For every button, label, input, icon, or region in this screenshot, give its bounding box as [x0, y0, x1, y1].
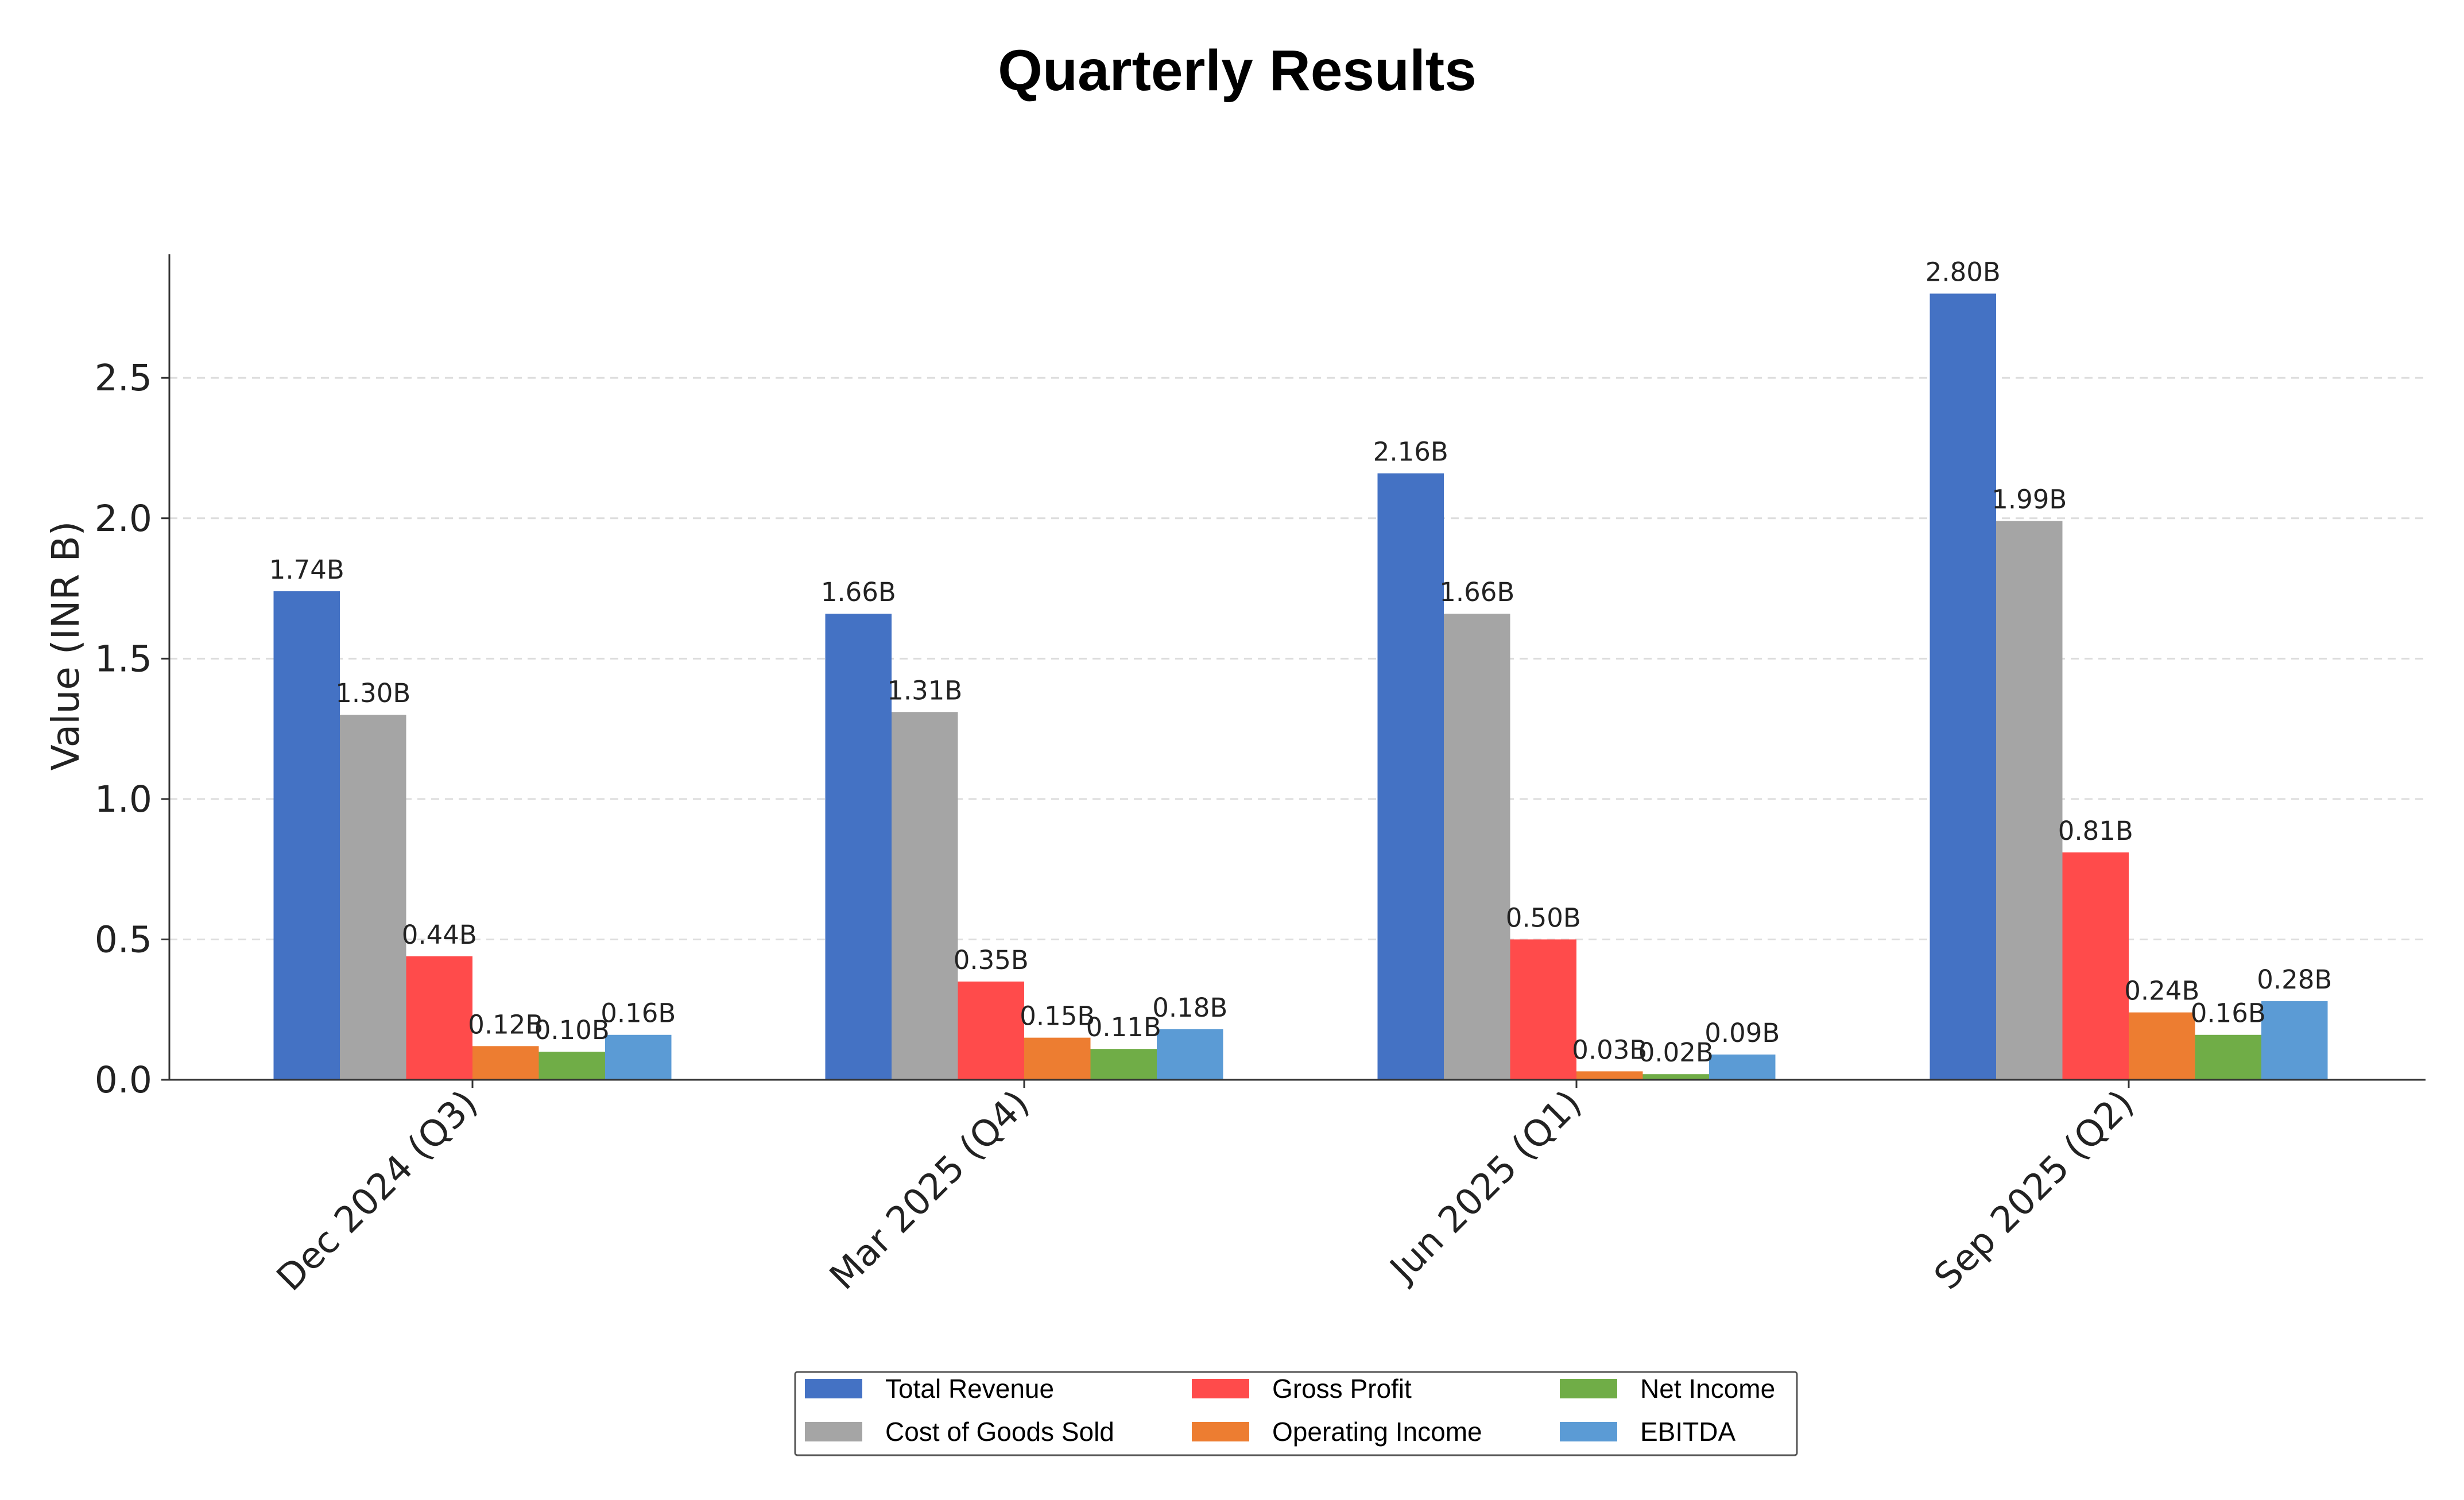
bar — [2195, 1034, 2261, 1080]
data-label: 1.66B — [821, 577, 896, 607]
x-tick-label: Sep 2025 (Q2) — [1926, 1082, 2141, 1297]
bar — [1996, 521, 2063, 1080]
bar — [1090, 1049, 1157, 1080]
bar — [406, 956, 472, 1080]
bar — [1709, 1054, 1776, 1080]
data-label: 0.18B — [1152, 993, 1227, 1023]
bar — [2261, 1001, 2328, 1080]
data-label: 1.99B — [1992, 485, 2067, 515]
y-tick-label: 1.5 — [95, 638, 152, 680]
x-tick-label: Jun 2025 (Q1) — [1381, 1082, 1590, 1291]
bar — [273, 591, 340, 1080]
legend-label: Cost of Goods Sold — [885, 1417, 1114, 1447]
bar — [1157, 1029, 1223, 1080]
data-label: 0.11B — [1086, 1012, 1161, 1042]
data-label: 0.81B — [2058, 816, 2133, 846]
data-label: 0.12B — [468, 1009, 543, 1040]
legend-swatch — [805, 1422, 862, 1441]
x-tick-label: Mar 2025 (Q4) — [822, 1082, 1037, 1298]
data-label: 0.16B — [2191, 998, 2266, 1029]
bar — [605, 1034, 672, 1080]
x-ticks: Dec 2024 (Q3) Mar 2025 (Q4) Jun 2025 (Q1) S… — [269, 1080, 2142, 1299]
data-label: 0.24B — [2124, 976, 2199, 1006]
x-tick-label: Dec 2024 (Q3) — [269, 1082, 486, 1299]
data-label: 0.09B — [1704, 1018, 1780, 1048]
legend-label: Operating Income — [1272, 1417, 1482, 1447]
data-label: 0.02B — [1638, 1037, 1714, 1068]
y-tick-label: 0.5 — [95, 918, 152, 960]
data-label: 0.16B — [600, 998, 676, 1029]
legend-swatch — [1560, 1422, 1617, 1441]
data-label: 0.35B — [954, 945, 1029, 975]
bar — [1444, 614, 1510, 1080]
y-tick-label: 1.0 — [95, 778, 152, 820]
data-label: 0.15B — [1020, 1001, 1095, 1032]
bar — [2062, 852, 2129, 1080]
data-label: 0.10B — [534, 1015, 610, 1045]
bar — [892, 712, 958, 1080]
chart-title: Quarterly Results — [998, 38, 1477, 103]
legend-swatch — [1560, 1379, 1617, 1398]
legend-swatch — [1192, 1379, 1249, 1398]
legend: Total Revenue Cost of Goods Sold Gross Pro… — [794, 1371, 1798, 1456]
data-label: 2.80B — [1926, 257, 2001, 287]
y-tick-label: 2.0 — [95, 498, 152, 540]
bar — [1930, 293, 1996, 1080]
data-label: 0.50B — [1506, 902, 1581, 933]
data-label: 2.16B — [1373, 437, 1448, 467]
data-labels-group: 1.74B1.30B0.44B0.12B0.10B0.16B1.66B1.31B… — [269, 257, 2333, 1068]
bar — [1576, 1071, 1643, 1080]
legend-label: Gross Profit — [1272, 1374, 1412, 1404]
bar — [825, 614, 892, 1080]
legend-swatch — [805, 1379, 862, 1398]
bars-group — [273, 293, 2328, 1080]
legend-label: Net Income — [1640, 1374, 1775, 1404]
y-tick-label: 0.0 — [95, 1059, 152, 1101]
bar — [1642, 1074, 1709, 1080]
data-label: 1.30B — [335, 678, 410, 708]
data-label: 1.74B — [269, 555, 344, 585]
bar — [1024, 1037, 1091, 1080]
y-ticks: 0.0 0.5 1.0 1.5 2.0 2.5 — [95, 357, 169, 1101]
y-tick-label: 2.5 — [95, 357, 152, 399]
legend-frame — [794, 1371, 1798, 1456]
bar — [2129, 1012, 2195, 1080]
bar — [340, 715, 406, 1080]
bar — [1377, 473, 1444, 1080]
bar — [472, 1046, 539, 1080]
legend-label: Total Revenue — [885, 1374, 1054, 1404]
axes — [168, 254, 2426, 1081]
data-label: 0.03B — [1572, 1034, 1647, 1065]
data-label: 0.28B — [2257, 964, 2332, 995]
bar — [958, 981, 1024, 1080]
bar — [538, 1052, 605, 1080]
bar — [1510, 939, 1576, 1080]
legend-swatch — [1192, 1422, 1249, 1441]
data-label: 1.31B — [887, 675, 962, 706]
data-label: 1.66B — [1439, 577, 1514, 607]
data-label: 0.44B — [402, 920, 477, 950]
legend-label: EBITDA — [1640, 1417, 1735, 1447]
y-axis-label: Value (INR B) — [44, 521, 88, 771]
